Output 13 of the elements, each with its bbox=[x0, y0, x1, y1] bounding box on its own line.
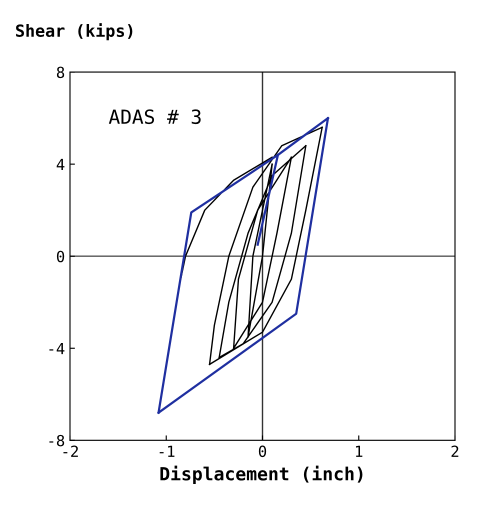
x-tick-label: 1 bbox=[356, 446, 362, 457]
annotation: ADAS # 3 bbox=[108, 109, 201, 124]
x-tick-label: 2 bbox=[452, 446, 458, 457]
x-axis-title: Displacement (inch) bbox=[160, 466, 362, 484]
y-tick-label: 4 bbox=[56, 158, 64, 170]
y-axis-title: Shear (kips) bbox=[16, 23, 132, 40]
y-tick-label: 0 bbox=[56, 250, 64, 262]
x-tick-label: -1 bbox=[160, 446, 174, 457]
y-tick-label: 8 bbox=[56, 66, 64, 78]
y-tick-label: -4 bbox=[49, 342, 64, 354]
x-tick-label: 0 bbox=[258, 446, 266, 458]
y-tick-label: -8 bbox=[49, 434, 64, 446]
x-tick-label: -2 bbox=[63, 446, 78, 457]
